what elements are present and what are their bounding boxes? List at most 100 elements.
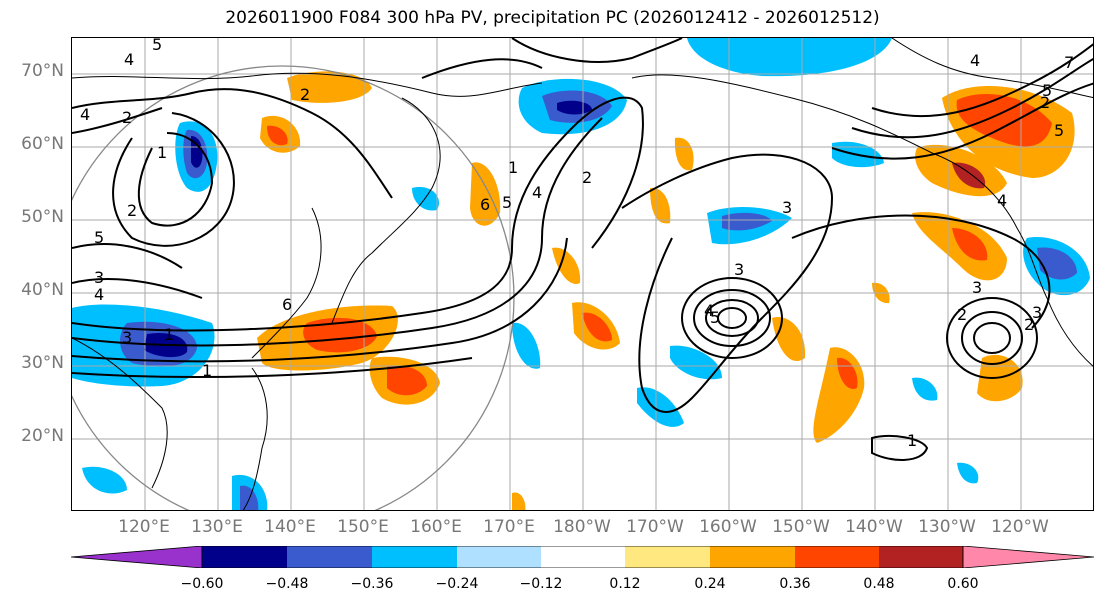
lon-label: 160°E [410, 517, 462, 537]
contour-label: 3 [122, 328, 132, 347]
contour-label: 4 [94, 285, 104, 304]
precip-negative-region [670, 345, 722, 380]
lon-label: 140°E [264, 517, 316, 537]
colorbar-outline [201, 546, 964, 568]
contour-label: 4 [80, 105, 90, 124]
precip-negative-region [912, 377, 938, 401]
colorbar-tick: −0.36 [350, 576, 394, 592]
contour-label: 1 [508, 158, 518, 177]
contour-label: 2 [1040, 93, 1050, 112]
lon-label: 170°E [483, 517, 535, 537]
lon-label: 170°W [626, 517, 684, 537]
precip-negative-region [722, 212, 772, 231]
precip-positive-region [956, 93, 1052, 147]
lat-label-40n: 40°N [21, 280, 64, 300]
precip-negative-region [637, 387, 684, 427]
precip-positive-region [470, 162, 501, 226]
contour-label: 2 [1024, 315, 1034, 334]
contour-label: 1 [157, 143, 167, 162]
colorbar-tick: −0.24 [435, 576, 479, 592]
colorbar-tick: 0.12 [609, 576, 641, 592]
precip-negative-region [957, 462, 979, 484]
contour-label: 1 [202, 361, 212, 380]
colorbar [71, 546, 1094, 568]
precip-positive-region [582, 312, 612, 342]
contour-label: 4 [970, 51, 980, 70]
precip-negative-region [1037, 247, 1077, 280]
precip-negative-region [82, 466, 127, 494]
graticule [72, 38, 1093, 510]
colorbar-extend-low [71, 546, 203, 568]
lat-label-30n: 30°N [21, 353, 64, 373]
colorbar-bin [202, 546, 287, 568]
contour-label: 2 [582, 168, 592, 187]
colorbar-tick: 0.24 [694, 576, 726, 592]
colorbar-bin [541, 546, 625, 568]
lon-label: 140°W [845, 517, 903, 537]
map-canvas: 4 5 2 1 4 2 6 5 1 2 4 1 3 4 3 5 3 1 2 3 … [72, 38, 1093, 510]
colorbar-bin [795, 546, 879, 568]
precip-positive-region [952, 162, 986, 189]
distance-ring [72, 65, 515, 510]
precip-positive-region [674, 137, 694, 171]
precip-positive-region [267, 125, 288, 146]
precip-negative-region [687, 38, 892, 77]
contour-label: 6 [282, 295, 292, 314]
contour-label: 5 [710, 308, 720, 327]
contour-label: 4 [532, 183, 542, 202]
colorbar-bin [710, 546, 795, 568]
contour-label: 3 [734, 260, 744, 279]
colorbar-bin [879, 546, 963, 568]
lat-label-20n: 20°N [21, 426, 64, 446]
colorbar-bin [287, 546, 372, 568]
precip-negative-region [240, 485, 259, 510]
precip-positive-region [650, 187, 671, 224]
colorbar-bin [625, 546, 710, 568]
precip-positive-region [772, 317, 806, 362]
contour-label: 4 [997, 191, 1007, 210]
colorbar-tick: −0.48 [265, 576, 309, 592]
lon-label: 150°W [772, 517, 830, 537]
lon-label: 180°W [553, 517, 611, 537]
lon-label: 130°E [191, 517, 243, 537]
lon-label: 120°W [991, 517, 1049, 537]
contour-label: 5 [152, 38, 162, 54]
contour-label: 4 [704, 301, 714, 320]
lon-label: 160°W [699, 517, 757, 537]
contour-label: 1 [164, 325, 174, 344]
lat-label-60n: 60°N [21, 134, 64, 154]
contour-label: 2 [300, 85, 310, 104]
precip-positive-region [952, 228, 988, 261]
colorbar-tick: −0.12 [519, 576, 563, 592]
contour-label: 4 [124, 50, 134, 69]
colorbar-bin [372, 546, 457, 568]
precip-negative-region [512, 322, 541, 369]
contour-label: 5 [1042, 81, 1052, 100]
colorbar-tick: 0.48 [863, 576, 895, 592]
colorbar-extend-high [962, 546, 1094, 568]
precip-positive-region [512, 492, 526, 510]
precip-positive-region [303, 317, 377, 353]
colorbar-tick: −0.60 [180, 576, 224, 592]
contour-label: 5 [94, 228, 104, 247]
precip-positive-region [387, 365, 427, 396]
contour-label: 7 [1064, 53, 1074, 72]
lon-label: 150°E [337, 517, 389, 537]
map-panel[interactable]: 4 5 2 1 4 2 6 5 1 2 4 1 3 4 3 5 3 1 2 3 … [71, 37, 1094, 511]
precip-shading [72, 38, 1090, 510]
contour-label: 6 [480, 195, 490, 214]
contour-label: 3 [972, 278, 982, 297]
lat-label-70n: 70°N [21, 61, 64, 81]
lon-label: 120°E [118, 517, 170, 537]
pv-contours [72, 38, 1093, 461]
contour-label: 1 [907, 431, 917, 450]
contour-label: 3 [1032, 303, 1042, 322]
contour-label: 5 [502, 193, 512, 212]
contour-label: 3 [782, 198, 792, 217]
contour-label: 3 [94, 268, 104, 287]
contour-label: 5 [1054, 121, 1064, 140]
contour-labels: 4 5 2 1 4 2 6 5 1 2 4 1 3 4 3 5 3 1 2 3 … [80, 38, 1074, 450]
precip-positive-region [552, 247, 581, 284]
figure-title: 2026011900 F084 300 hPa PV, precipitatio… [225, 8, 880, 28]
precip-negative-region [191, 136, 203, 168]
